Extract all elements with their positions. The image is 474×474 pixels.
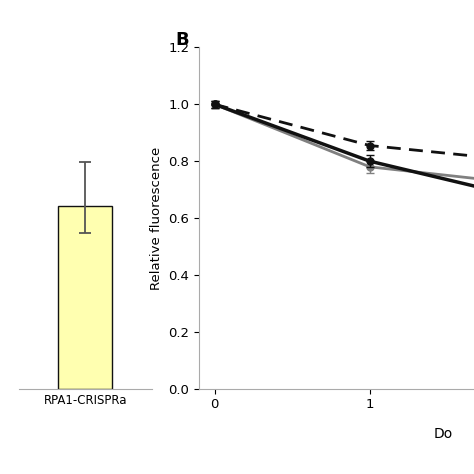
Text: B: B (175, 31, 189, 49)
Bar (58, 206, 112, 389)
Y-axis label: Relative fluorescence: Relative fluorescence (150, 146, 163, 290)
Text: Do: Do (433, 427, 453, 441)
